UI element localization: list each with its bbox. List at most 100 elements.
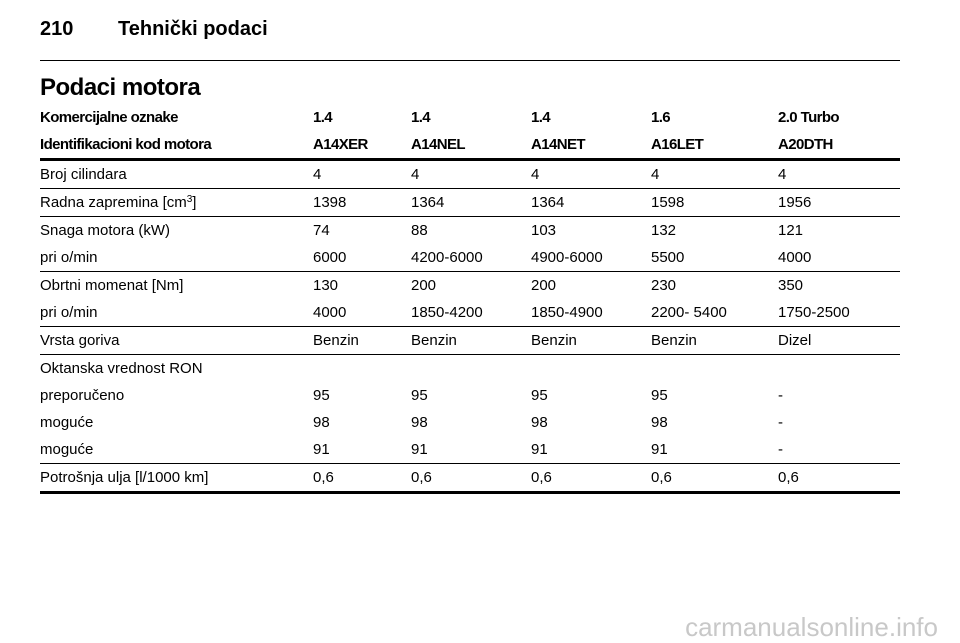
value-cell: 103	[531, 222, 557, 239]
table-row: Obrtni momenat [Nm] 130 200 200 230 350	[40, 272, 900, 299]
watermark: carmanualsonline.info	[685, 612, 938, 642]
value-cell: 1956	[778, 194, 812, 211]
value-cell: 2200- 5400	[651, 304, 727, 321]
value-cell: 4	[313, 166, 322, 183]
row-group: Broj cilindara 4 4 4 4 4	[40, 161, 900, 189]
value-cell: 95	[531, 387, 548, 404]
row-group: Vrsta goriva Benzin Benzin Benzin Benzin Dize…	[40, 327, 900, 355]
table-row: Radna zapremina [cm3] 1398 1364 1364 1598 195…	[40, 189, 900, 216]
row-label: moguće	[40, 441, 94, 458]
row-group: Snaga motora (kW) 74 88 103 132 121 pri o/min 6…	[40, 217, 900, 272]
head-cell: A14NEL	[411, 136, 466, 153]
value-cell: 5500	[651, 249, 685, 266]
table-row: preporučeno 95 95 95 95 -	[40, 382, 900, 409]
value-cell: 91	[531, 441, 548, 458]
value-cell: 0,6	[313, 469, 334, 486]
value-cell: 0,6	[411, 469, 432, 486]
section-title: Podaci motora	[40, 74, 201, 101]
value-cell: 1850-4200	[411, 304, 483, 321]
row-label: Radna zapremina [cm3]	[40, 194, 313, 211]
head-cell: Identifikacioni kod motora	[40, 136, 212, 153]
head-cell: 1.6	[651, 109, 671, 126]
table-row: pri o/min 6000 4200-6000 4900-6000 5500 4000	[40, 244, 900, 271]
value-cell: 1364	[531, 194, 565, 211]
row-label: pri o/min	[40, 304, 98, 321]
head-cell: A14NET	[531, 136, 586, 153]
value-cell: Benzin	[651, 332, 697, 349]
engine-table: Komercijalne oznake 1.4 1.4 1.4 1.6 2.0 Turbo…	[40, 104, 900, 494]
value-cell: 6000	[313, 249, 347, 266]
value-cell: 98	[651, 414, 668, 431]
value-cell: -	[778, 387, 783, 404]
value-cell: 95	[411, 387, 428, 404]
value-cell: 98	[313, 414, 330, 431]
table-row: Snaga motora (kW) 74 88 103 132 121	[40, 217, 900, 244]
head-cell: A20DTH	[778, 136, 833, 153]
head-cell: A16LET	[651, 136, 704, 153]
row-label: moguće	[40, 414, 94, 431]
head-cell: Komercijalne oznake	[40, 109, 178, 126]
value-cell: 4	[411, 166, 420, 183]
page-header: 210 Tehnički podaci	[40, 18, 268, 41]
superscript: 3	[186, 194, 193, 205]
head-cell: 1.4	[313, 109, 333, 126]
value-cell: 4000	[778, 249, 812, 266]
value-cell: 1364	[411, 194, 445, 211]
value-cell: 130	[313, 277, 339, 294]
value-cell: Benzin	[313, 332, 359, 349]
value-cell: 98	[411, 414, 428, 431]
value-cell: 1750-2500	[778, 304, 850, 321]
value-cell: 95	[313, 387, 330, 404]
table-row: moguće 98 98 98 98 -	[40, 409, 900, 436]
row-label: Vrsta goriva	[40, 332, 120, 349]
value-cell: Benzin	[531, 332, 577, 349]
value-cell: 74	[313, 222, 330, 239]
table-row: Vrsta goriva Benzin Benzin Benzin Benzin Dize…	[40, 327, 900, 354]
value-cell: Benzin	[411, 332, 457, 349]
label-part: ]	[192, 194, 197, 211]
row-group: Obrtni momenat [Nm] 130 200 200 230 350 pri o/…	[40, 272, 900, 327]
value-cell: 91	[651, 441, 668, 458]
value-cell: -	[778, 414, 783, 431]
value-cell: 132	[651, 222, 677, 239]
row-label: Potrošnja ulja [l/1000 km]	[40, 469, 209, 486]
row-group: Radna zapremina [cm3] 1398 1364 1364 1598 195…	[40, 189, 900, 217]
value-cell: -	[778, 441, 783, 458]
value-cell: 1598	[651, 194, 685, 211]
row-label: pri o/min	[40, 249, 98, 266]
head-cell: 2.0 Turbo	[778, 109, 840, 126]
row-group: Potrošnja ulja [l/1000 km] 0,6 0,6 0,6 0,6 0,…	[40, 464, 900, 494]
head-row: Komercijalne oznake 1.4 1.4 1.4 1.6 2.0 Turbo	[40, 104, 900, 131]
table-row: moguće 91 91 91 91 -	[40, 436, 900, 463]
value-cell: 91	[313, 441, 330, 458]
page-number: 210	[40, 18, 74, 40]
value-cell: 0,6	[651, 469, 672, 486]
value-cell: 4	[778, 166, 787, 183]
row-label: Oktanska vrednost RON	[40, 360, 203, 377]
value-cell: 0,6	[531, 469, 552, 486]
row-label: Obrtni momenat [Nm]	[40, 277, 184, 294]
value-cell: 1850-4900	[531, 304, 603, 321]
value-cell: 88	[411, 222, 428, 239]
value-cell: Dizel	[778, 332, 812, 349]
value-cell: 0,6	[778, 469, 799, 486]
value-cell: 4	[531, 166, 540, 183]
value-cell: 350	[778, 277, 804, 294]
row-label: Snaga motora (kW)	[40, 222, 171, 239]
value-cell: 1398	[313, 194, 347, 211]
table-row: pri o/min 4000 1850-4200 1850-4900 2200- 540…	[40, 299, 900, 326]
table-row: Broj cilindara 4 4 4 4 4	[40, 161, 900, 188]
value-cell: 91	[411, 441, 428, 458]
row-label: preporučeno	[40, 387, 125, 404]
value-cell: 95	[651, 387, 668, 404]
value-cell: 98	[531, 414, 548, 431]
table-row: Potrošnja ulja [l/1000 km] 0,6 0,6 0,6 0,6 0,…	[40, 464, 900, 491]
label-part: Radna zapremina [cm	[40, 194, 187, 211]
value-cell: 230	[651, 277, 677, 294]
value-cell: 200	[531, 277, 557, 294]
value-cell: 4000	[313, 304, 347, 321]
header-rule	[40, 60, 900, 61]
table-head: Komercijalne oznake 1.4 1.4 1.4 1.6 2.0 Turbo…	[40, 104, 900, 161]
row-label: Broj cilindara	[40, 166, 127, 183]
